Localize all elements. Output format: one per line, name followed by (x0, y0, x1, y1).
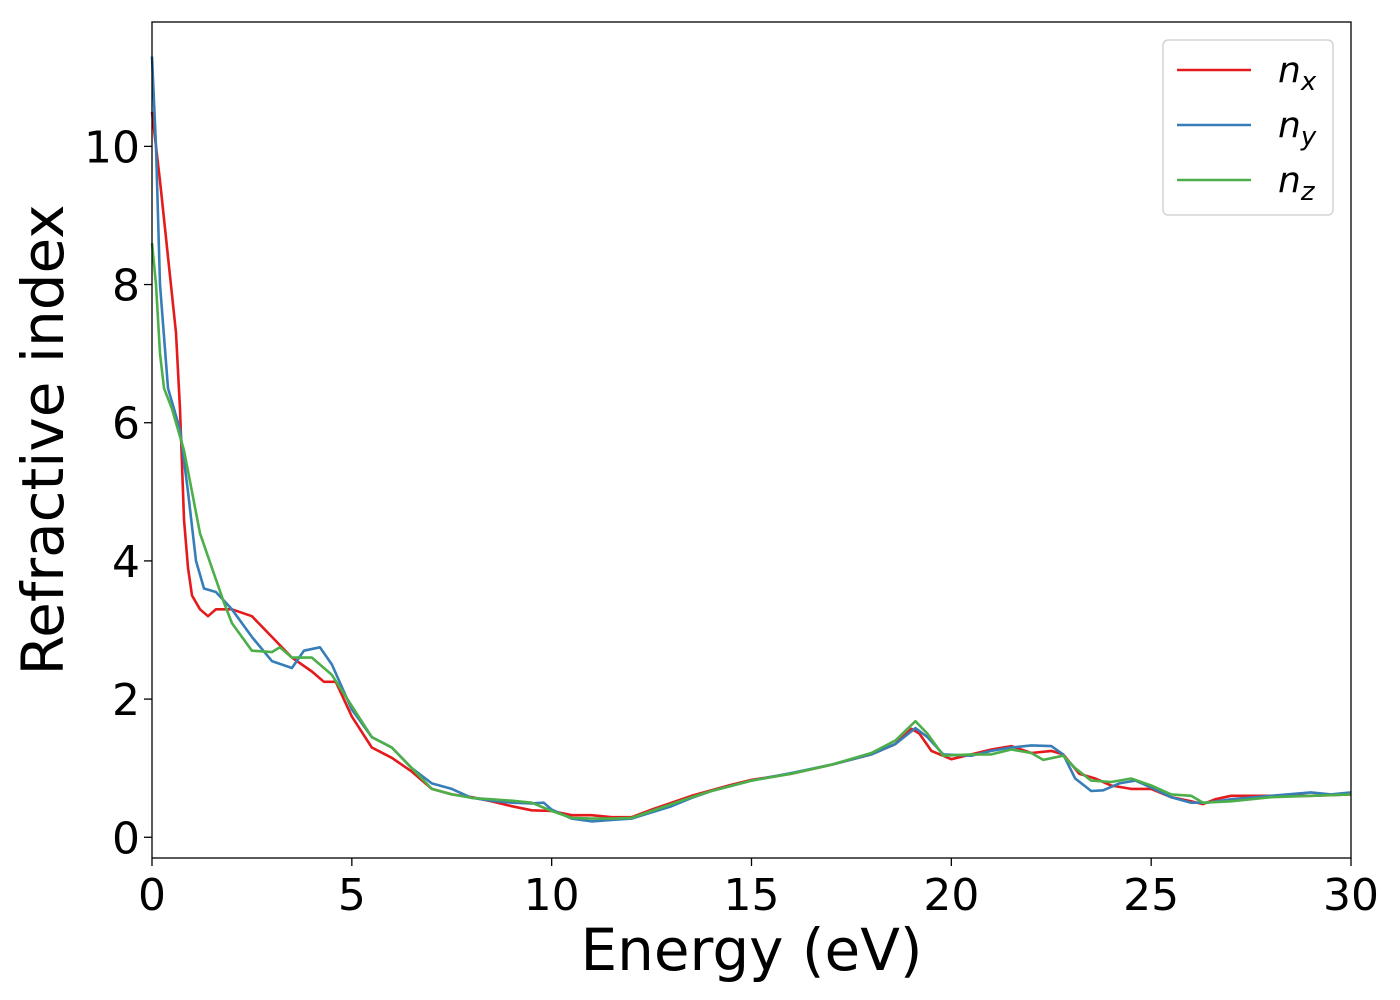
legend-label-nx: nx (1278, 50, 1317, 97)
x-tick-label: 15 (724, 870, 780, 921)
y-tick-label: 0 (112, 813, 140, 864)
y-axis-label: Refractive index (9, 204, 77, 675)
legend-label-subscript: y (1300, 122, 1317, 152)
x-tick-label: 0 (138, 870, 166, 921)
x-tick-label: 30 (1323, 870, 1379, 921)
legend-label-subscript: z (1300, 177, 1316, 207)
x-tick-label: 20 (923, 870, 979, 921)
y-tick-label: 10 (84, 122, 140, 173)
legend-label-main: n (1278, 50, 1301, 91)
legend-label-main: n (1278, 105, 1301, 146)
y-tick-label: 2 (112, 675, 140, 726)
y-tick-label: 4 (112, 537, 140, 588)
legend-label-subscript: x (1300, 67, 1317, 97)
x-tick-label: 10 (524, 870, 580, 921)
series-line-nz (150, 242, 1352, 820)
x-axis: 0 5 10 15 20 25 30 (138, 858, 1379, 921)
legend-box (1162, 39, 1334, 216)
y-tick-label: 8 (112, 261, 140, 312)
series-line-nx (150, 111, 1352, 819)
legend-label-main: n (1278, 160, 1301, 201)
x-tick-label: 25 (1123, 870, 1179, 921)
x-tick-label: 5 (338, 870, 366, 921)
y-axis: 0 2 4 6 8 10 (84, 122, 152, 864)
x-axis-label: Energy (eV) (580, 916, 922, 984)
legend-label-nz: nz (1278, 160, 1316, 207)
y-tick-label: 6 (112, 399, 140, 450)
legend-label-ny: ny (1278, 105, 1317, 152)
series-layer (150, 56, 1352, 823)
